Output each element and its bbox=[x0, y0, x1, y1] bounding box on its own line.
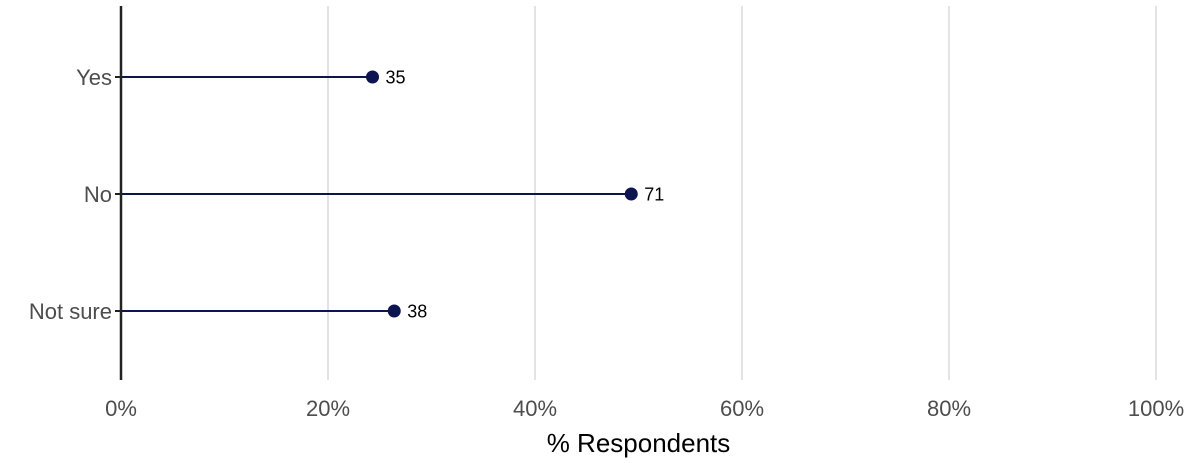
x-axis-label: % Respondents bbox=[547, 428, 731, 458]
lollipop-dot bbox=[624, 187, 638, 201]
x-tick-label: 60% bbox=[720, 396, 764, 421]
x-tick-labels: 0% 20% 40% 60% 80% 100% bbox=[105, 396, 1184, 421]
data-label: 71 bbox=[644, 185, 664, 205]
lollipop-dot bbox=[387, 304, 401, 318]
y-tick-label: No bbox=[84, 182, 112, 207]
x-tick-label: 20% bbox=[306, 396, 350, 421]
x-tick-label: 0% bbox=[105, 396, 137, 421]
data-series: 35 71 38 bbox=[121, 68, 664, 322]
data-label: 35 bbox=[386, 68, 406, 88]
x-tick-label: 100% bbox=[1128, 396, 1184, 421]
y-tick-label: Not sure bbox=[29, 299, 112, 324]
x-tick-label: 40% bbox=[513, 396, 557, 421]
y-tick-label: Yes bbox=[76, 65, 112, 90]
lollipop-dot bbox=[366, 70, 380, 84]
grid-lines bbox=[327, 6, 1157, 380]
y-tick-labels: Yes No Not sure bbox=[29, 65, 121, 324]
x-tick-label: 80% bbox=[927, 396, 971, 421]
data-label: 38 bbox=[407, 302, 427, 322]
